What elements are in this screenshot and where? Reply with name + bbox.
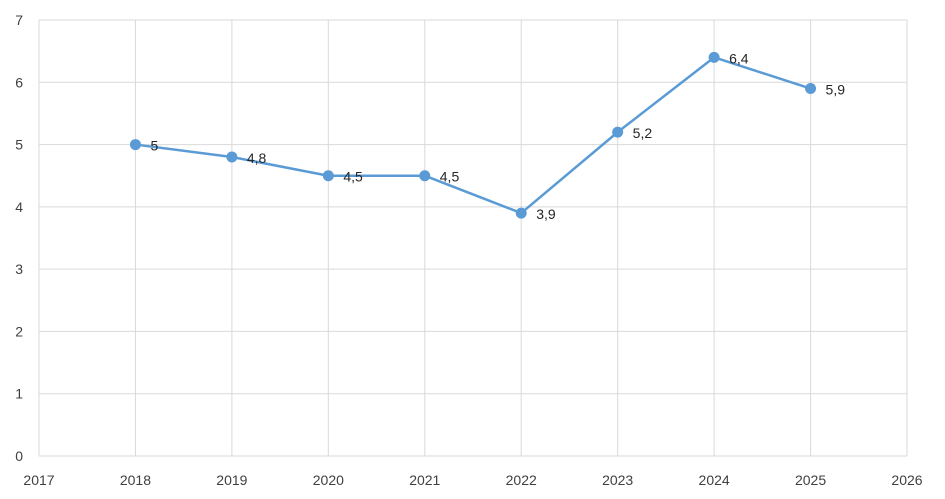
y-tick-label: 6 <box>15 74 23 90</box>
data-label: 5,2 <box>633 125 653 141</box>
data-label: 6,4 <box>729 50 749 66</box>
data-point <box>419 170 431 182</box>
y-tick-label: 4 <box>15 199 23 215</box>
data-point <box>322 170 334 182</box>
y-tick-label: 5 <box>15 137 23 153</box>
x-tick-label: 2017 <box>23 472 54 488</box>
x-tick-label: 2025 <box>795 472 826 488</box>
y-tick-label: 1 <box>15 386 23 402</box>
x-tick-label: 2026 <box>891 472 922 488</box>
data-point <box>129 139 141 151</box>
data-point <box>226 151 238 163</box>
x-tick-label: 2020 <box>313 472 344 488</box>
data-label: 5 <box>150 138 158 154</box>
data-point <box>515 207 527 219</box>
data-label: 4,5 <box>440 169 460 185</box>
data-point <box>612 126 624 138</box>
data-point <box>805 83 817 95</box>
y-tick-label: 2 <box>15 323 23 339</box>
data-label: 5,9 <box>826 82 846 98</box>
series-line <box>135 56 811 215</box>
y-tick-label: 0 <box>15 448 23 464</box>
y-tick-label: 3 <box>15 261 23 277</box>
x-tick-label: 2023 <box>602 472 633 488</box>
x-tick-label: 2019 <box>216 472 247 488</box>
x-tick-label: 2018 <box>120 472 151 488</box>
y-tick-label: 7 <box>15 12 23 28</box>
x-tick-label: 2022 <box>506 472 537 488</box>
x-tick-label: 2024 <box>699 472 730 488</box>
data-label: 4,8 <box>247 150 267 166</box>
data-point <box>708 51 720 63</box>
data-label: 4,5 <box>343 169 363 185</box>
x-tick-label: 2021 <box>409 472 440 488</box>
data-label: 3,9 <box>536 206 556 222</box>
